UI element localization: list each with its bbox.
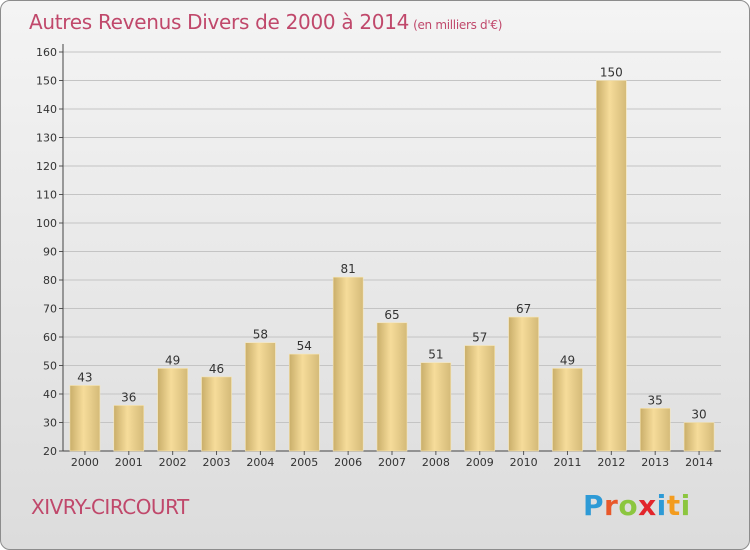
x-tick-label-2010: 2010	[510, 456, 538, 469]
bar-2006	[332, 276, 364, 452]
bar-2003	[201, 376, 232, 452]
value-label-2010: 67	[516, 302, 531, 316]
x-tick-label-2012: 2012	[597, 456, 625, 469]
bar-2009	[464, 345, 496, 452]
y-tick-label: 130	[36, 132, 57, 145]
y-tick-label: 160	[36, 46, 57, 59]
x-tick-label-2014: 2014	[685, 456, 713, 469]
bar-2008	[420, 362, 452, 452]
logo-letter: t	[666, 489, 681, 522]
title-text: Autres Revenus Divers de 2000 à 2014	[29, 10, 410, 34]
value-label-2013: 35	[648, 393, 663, 407]
value-label-2009: 57	[472, 331, 487, 345]
bar-2001	[113, 405, 145, 452]
bar-2010	[508, 316, 539, 452]
city-name: XIVRY-CIRCOURT	[31, 495, 189, 519]
bar-2013	[639, 407, 671, 452]
y-tick-label: 20	[43, 445, 57, 458]
y-tick-label: 80	[43, 274, 57, 287]
chart-title: Autres Revenus Divers de 2000 à 2014 (en …	[29, 10, 502, 34]
bar-2005	[288, 353, 320, 452]
value-label-2005: 54	[297, 339, 312, 353]
y-tick-label: 90	[43, 246, 57, 259]
bar-2014	[683, 422, 715, 452]
value-label-2001: 36	[121, 390, 136, 404]
logo-letter: x	[638, 489, 657, 522]
y-tick-label: 30	[43, 417, 57, 430]
y-tick-label: 140	[36, 103, 57, 116]
logo-letter: o	[618, 489, 639, 522]
x-tick-label-2000: 2000	[71, 456, 99, 469]
y-tick-label: 60	[43, 331, 57, 344]
bar-2007	[376, 322, 408, 452]
proxiti-logo: Proxiti	[583, 489, 691, 522]
value-label-2003: 46	[209, 362, 224, 376]
value-label-2006: 81	[340, 262, 355, 276]
logo-letter: i	[680, 489, 691, 522]
x-tick-label-2007: 2007	[378, 456, 406, 469]
x-tick-label-2006: 2006	[334, 456, 362, 469]
value-label-2014: 30	[691, 408, 706, 422]
y-tick-label: 120	[36, 160, 57, 173]
value-label-2007: 65	[384, 308, 399, 322]
value-label-2000: 43	[77, 370, 92, 384]
value-label-2012: 150	[600, 66, 623, 80]
y-tick-labels: 20 30 40 50 60 70 80 90 100 110 120 130 140 150 160	[36, 46, 57, 458]
bars	[69, 80, 715, 452]
logo-letter: r	[604, 489, 619, 522]
y-tick-label: 110	[36, 189, 57, 202]
x-tick-label-2008: 2008	[422, 456, 450, 469]
bar-2011	[552, 368, 583, 452]
x-tick-label-2005: 2005	[290, 456, 318, 469]
bar-2002	[157, 368, 188, 452]
logo-letter: i	[656, 489, 667, 522]
logo-letter: P	[583, 489, 605, 522]
value-label-2008: 51	[428, 348, 443, 362]
x-tick-label-2002: 2002	[159, 456, 187, 469]
x-tick-label-2003: 2003	[203, 456, 231, 469]
bar-2012	[596, 80, 627, 452]
x-tick-label-2009: 2009	[466, 456, 494, 469]
x-tick-labels: 2000 2001 2002 2003 2004 2005 2006 2007 2008 2009…	[71, 451, 713, 469]
x-tick-label-2013: 2013	[641, 456, 669, 469]
y-tick-label: 150	[36, 75, 57, 88]
x-tick-label-2004: 2004	[246, 456, 274, 469]
value-label-2011: 49	[560, 353, 575, 367]
y-tick-label: 70	[43, 303, 57, 316]
bar-2000	[69, 385, 101, 452]
value-label-2004: 58	[253, 328, 268, 342]
title-unit: (en milliers d'€)	[413, 18, 503, 32]
y-tick-label: 50	[43, 360, 57, 373]
value-labels: 43 36 49 46 58 54 81 65 51 57 67 49 150 35 30	[77, 66, 706, 422]
value-label-2002: 49	[165, 353, 180, 367]
bar-2004	[245, 342, 276, 452]
y-tick-label: 100	[36, 217, 57, 230]
x-tick-label-2011: 2011	[553, 456, 581, 469]
x-tick-label-2001: 2001	[115, 456, 143, 469]
y-tick-label: 40	[43, 388, 57, 401]
